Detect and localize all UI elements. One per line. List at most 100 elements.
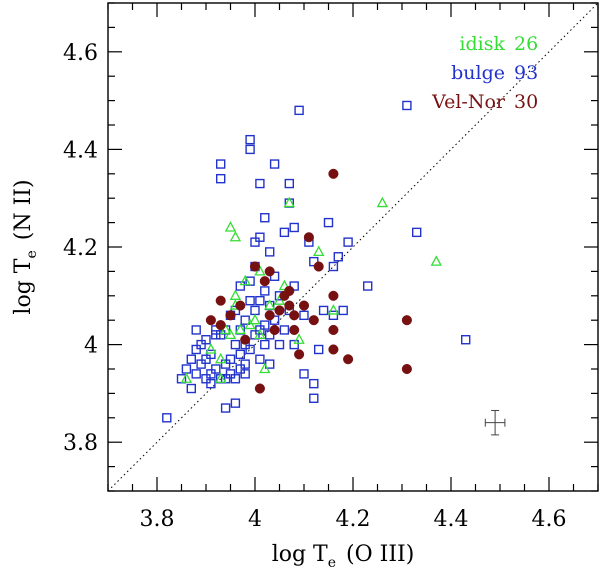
data-point-triangle bbox=[278, 279, 291, 291]
data-point-square bbox=[250, 305, 260, 316]
data-point-circle bbox=[298, 300, 310, 311]
data-point-square bbox=[318, 305, 329, 316]
data-point-circle bbox=[303, 232, 314, 243]
data-point-triangle bbox=[254, 328, 266, 339]
legend-count-idisk: 26 bbox=[514, 33, 538, 55]
data-point-square bbox=[402, 100, 412, 111]
data-point-square bbox=[206, 378, 216, 389]
data-point-square bbox=[328, 310, 339, 321]
data-point-triangle bbox=[376, 196, 389, 208]
data-point-square bbox=[215, 330, 226, 340]
data-point-triangle bbox=[180, 372, 193, 383]
legend-label-bulge: bulge bbox=[451, 62, 505, 84]
axis-ticks: 3.8 4 4.2 4.4 4.6 3.8 4 4.2 4.4 4.6 bbox=[63, 2, 599, 532]
data-point-square bbox=[309, 378, 319, 389]
data-point-circle bbox=[308, 315, 319, 326]
data-point-square bbox=[196, 359, 206, 369]
data-point-circle bbox=[328, 344, 339, 355]
data-point-square bbox=[294, 105, 304, 116]
data-point-circle bbox=[254, 383, 265, 394]
legend-label-idisk: idisk bbox=[459, 33, 505, 55]
data-point-circle bbox=[259, 276, 270, 287]
legend-label-vel-nor: Vel-Nor bbox=[431, 91, 506, 113]
data-point-triangle bbox=[224, 221, 237, 232]
data-point-square bbox=[245, 134, 255, 145]
y-tick-label: 4.6 bbox=[63, 41, 98, 66]
data-point-circle bbox=[225, 310, 236, 321]
legend: idisk 26 bulge 93 Vel-Nor 30 bbox=[431, 33, 538, 113]
data-point-circle bbox=[284, 285, 295, 296]
data-point-circle bbox=[240, 334, 251, 345]
legend-count-vel-nor: 30 bbox=[514, 91, 538, 113]
y-tick-label: 4.2 bbox=[63, 236, 98, 261]
data-point-triangle bbox=[229, 230, 242, 242]
diagonal-line bbox=[107, 2, 599, 492]
data-point-square bbox=[235, 349, 246, 360]
data-point-triangle bbox=[283, 196, 295, 208]
data-point-square bbox=[260, 320, 270, 330]
data-point-square bbox=[260, 286, 270, 296]
data-point-square bbox=[201, 374, 211, 384]
data-point-circle bbox=[289, 324, 300, 336]
data-point-triangle bbox=[229, 289, 242, 300]
data-point-square bbox=[225, 354, 236, 364]
data-point-circle bbox=[401, 315, 412, 326]
data-point-square bbox=[333, 252, 343, 262]
x-tick-label: 3.8 bbox=[140, 507, 175, 532]
data-point-square bbox=[323, 217, 334, 228]
data-point-square bbox=[235, 281, 246, 291]
data-point-square bbox=[299, 310, 309, 321]
axis-labels: log T e (O III) log Te(N II) bbox=[11, 179, 414, 571]
x-tick-label: 4.2 bbox=[336, 507, 371, 532]
data-point-triangle bbox=[215, 352, 227, 364]
data-point-square bbox=[412, 227, 422, 238]
data-point-square bbox=[289, 222, 299, 233]
data-point-circle bbox=[328, 324, 339, 336]
data-point-square bbox=[255, 325, 265, 335]
data-point-square bbox=[230, 374, 241, 384]
series-vel-nor bbox=[205, 168, 412, 394]
data-point-square bbox=[289, 339, 299, 350]
data-point-square bbox=[186, 354, 197, 364]
data-point-square bbox=[245, 344, 255, 355]
data-point-square bbox=[255, 232, 265, 242]
data-point-square bbox=[240, 315, 250, 325]
data-point-triangle bbox=[313, 245, 325, 257]
data-point-circle bbox=[264, 310, 275, 321]
x-axis-label-sub: e bbox=[328, 555, 336, 571]
data-point-square bbox=[181, 364, 192, 374]
data-point-square bbox=[235, 364, 246, 374]
data-point-square bbox=[338, 305, 348, 316]
data-point-circle bbox=[328, 290, 339, 301]
data-point-square bbox=[201, 354, 211, 364]
data-point-square bbox=[269, 159, 280, 169]
y-tick-label: 3.8 bbox=[63, 431, 98, 456]
data-point-square bbox=[196, 339, 206, 350]
legend-count-bulge: 93 bbox=[514, 62, 538, 84]
x-axis-label-paren: (O III) bbox=[346, 542, 414, 567]
y-axis-label-main: log T bbox=[11, 258, 36, 314]
data-point-triangle bbox=[259, 362, 271, 374]
data-point-square bbox=[206, 369, 216, 379]
data-point-circle bbox=[215, 295, 226, 306]
data-point-circle bbox=[264, 266, 275, 277]
data-point-square bbox=[201, 335, 211, 345]
data-point-square bbox=[274, 339, 285, 350]
data-point-square bbox=[162, 413, 172, 423]
data-point-square bbox=[250, 237, 260, 247]
data-point-triangle bbox=[234, 323, 246, 335]
data-point-square bbox=[343, 237, 353, 247]
data-point-square bbox=[255, 178, 265, 189]
y-axis-label: log Te (N II) bbox=[11, 179, 40, 314]
error-bar bbox=[484, 409, 506, 436]
data-point-triangle bbox=[215, 372, 227, 383]
data-point-triangle bbox=[264, 299, 276, 310]
data-point-circle bbox=[274, 305, 285, 316]
data-point-circle bbox=[205, 315, 216, 326]
data-point-square bbox=[220, 403, 231, 413]
data-point-square bbox=[215, 173, 226, 184]
data-point-circle bbox=[249, 261, 261, 272]
data-point-square bbox=[206, 349, 216, 360]
data-point-square bbox=[245, 295, 255, 306]
